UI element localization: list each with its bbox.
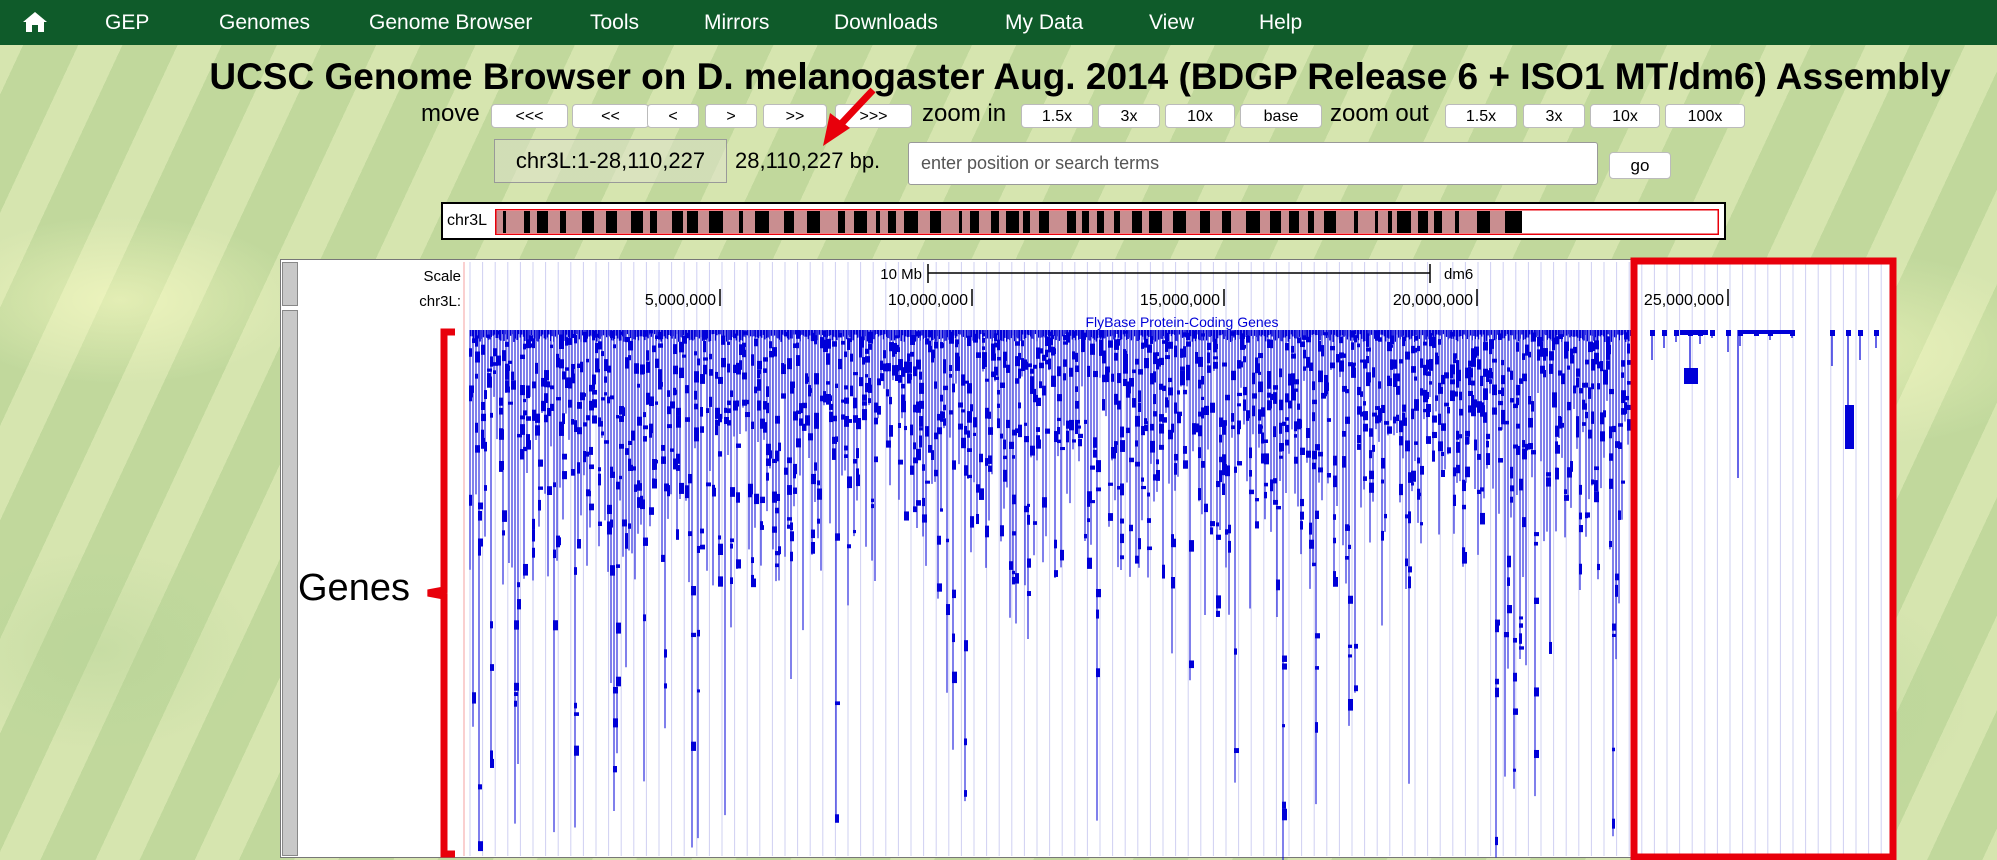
top-nav-bar: GEP Genomes Genome Browser Tools Mirrors… xyxy=(0,0,1997,45)
nav-tools[interactable]: Tools xyxy=(590,11,640,34)
ruler-side-handle[interactable] xyxy=(282,262,298,306)
ideogram-bands xyxy=(495,209,1719,235)
genes-brace-annotation xyxy=(427,328,455,858)
move-label: move xyxy=(421,100,480,127)
move-left-small-button[interactable]: < xyxy=(647,104,699,128)
go-button[interactable]: go xyxy=(1609,152,1671,179)
nav-view[interactable]: View xyxy=(1149,11,1195,34)
home-icon[interactable] xyxy=(22,10,48,39)
ruler-chrom-label: chr3L: xyxy=(419,293,461,310)
scale-label: Scale xyxy=(423,268,461,285)
nav-genome-browser[interactable]: Genome Browser xyxy=(369,11,533,34)
ruler-tick-label: 15,000,000 xyxy=(1140,292,1220,309)
nav-genomes[interactable]: Genomes xyxy=(219,11,311,34)
ruler-tick-label: 5,000,000 xyxy=(645,292,716,309)
nav-mirrors[interactable]: Mirrors xyxy=(704,11,770,34)
zoom-out-3x-button[interactable]: 3x xyxy=(1523,104,1585,128)
move-right-button[interactable]: >> xyxy=(763,104,827,128)
zoom-in-3x-button[interactable]: 3x xyxy=(1098,104,1160,128)
zoom-out-label: zoom out xyxy=(1330,100,1429,127)
ruler-tick-label: 20,000,000 xyxy=(1393,292,1473,309)
region-size: 28,110,227 bp. xyxy=(735,148,881,173)
genes-side-handle[interactable] xyxy=(282,310,298,856)
scale-bar-label: 10 Mb xyxy=(880,266,922,283)
nav-help[interactable]: Help xyxy=(1259,11,1303,34)
red-arrow-annotation xyxy=(823,87,876,146)
zoom-in-base-button[interactable]: base xyxy=(1240,104,1322,128)
zoom-in-10x-button[interactable]: 10x xyxy=(1165,104,1235,128)
search-input[interactable] xyxy=(908,142,1598,185)
ruler-tick-label: 25,000,000 xyxy=(1644,292,1724,309)
nav-downloads[interactable]: Downloads xyxy=(834,11,938,34)
zoom-out-1-5x-button[interactable]: 1.5x xyxy=(1445,104,1517,128)
ideogram-chrom-label: chr3L xyxy=(447,212,488,229)
gene-track-title: FlyBase Protein-Coding Genes xyxy=(1086,314,1279,330)
scale-bar: 10 Mb dm6 xyxy=(880,264,1473,283)
nav-gep[interactable]: GEP xyxy=(105,11,150,34)
zoom-out-10x-button[interactable]: 10x xyxy=(1590,104,1660,128)
position-display[interactable]: chr3L:1-28,110,227 xyxy=(494,139,727,183)
ruler-tick-label: 10,000,000 xyxy=(888,292,968,309)
gene-track[interactable] xyxy=(469,330,1879,860)
genes-annotation-label: Genes xyxy=(298,567,410,609)
move-left-button[interactable]: << xyxy=(572,104,649,128)
zoom-in-1-5x-button[interactable]: 1.5x xyxy=(1021,104,1093,128)
assembly-label: dm6 xyxy=(1444,266,1473,283)
chromosome-ideogram[interactable]: chr3L xyxy=(441,202,1726,240)
zoom-out-100x-button[interactable]: 100x xyxy=(1665,104,1745,128)
nav-my-data[interactable]: My Data xyxy=(1005,11,1084,34)
page-title: UCSC Genome Browser on D. melanogaster A… xyxy=(209,56,1951,97)
zoom-in-label: zoom in xyxy=(922,100,1007,127)
highlight-box-annotation xyxy=(1630,257,1897,860)
move-right-small-button[interactable]: > xyxy=(705,104,757,128)
move-left-far-button[interactable]: <<< xyxy=(491,104,568,128)
